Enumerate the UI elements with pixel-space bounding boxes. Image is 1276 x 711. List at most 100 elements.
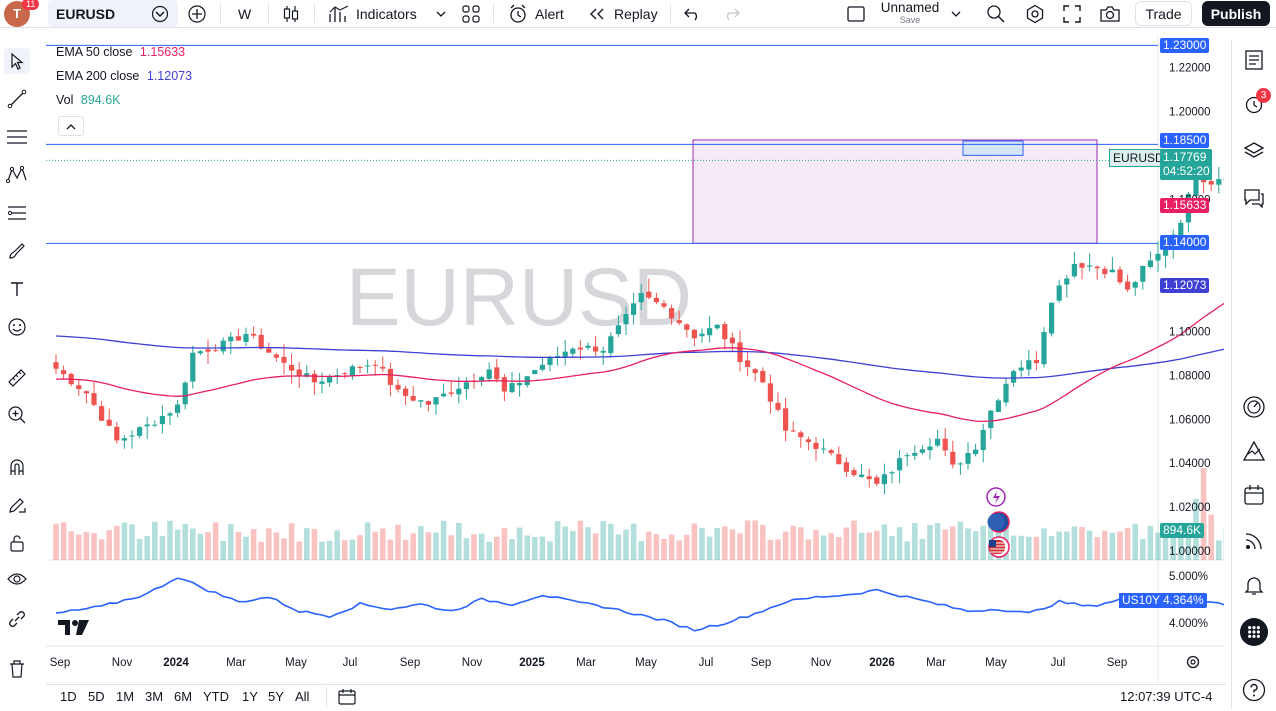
layout-save-label: Save xyxy=(872,15,948,25)
volume-bar xyxy=(1140,539,1146,560)
notifications-bell-icon[interactable] xyxy=(1240,571,1268,599)
redo-icon[interactable] xyxy=(722,0,740,27)
lock-drawings-pencil-icon[interactable] xyxy=(4,492,30,518)
collapse-legend-button[interactable] xyxy=(58,116,84,136)
compare-symbol-icon[interactable] xyxy=(150,0,170,27)
replay-label: Replay xyxy=(614,6,658,22)
magnet-icon[interactable] xyxy=(4,454,30,480)
volume-bar xyxy=(616,534,622,560)
range-button-all[interactable]: All xyxy=(295,689,309,704)
chat-icon[interactable] xyxy=(1240,184,1268,212)
watchlist-icon[interactable] xyxy=(1240,46,1268,74)
layout-toggle-icon[interactable] xyxy=(846,0,866,27)
fib-tool-icon[interactable] xyxy=(4,200,30,226)
publish-button[interactable]: Publish xyxy=(1202,1,1270,26)
replay-button[interactable]: Replay xyxy=(588,0,658,27)
camera-icon[interactable] xyxy=(1099,0,1121,27)
volume-bar xyxy=(122,522,128,560)
timezone-clock[interactable]: 12:07:39 UTC-4 xyxy=(1120,689,1213,704)
ema200-legend[interactable]: EMA 200 close 1.12073 xyxy=(56,69,192,83)
alert-button[interactable]: Alert xyxy=(507,0,564,27)
volume-bar xyxy=(84,532,90,560)
volume-bar xyxy=(1132,524,1138,560)
volume-bar xyxy=(1125,528,1131,560)
range-button-3m[interactable]: 3M xyxy=(145,689,163,704)
candles-icon[interactable] xyxy=(282,0,300,27)
gauge-icon[interactable] xyxy=(1240,393,1268,421)
range-button-1m[interactable]: 1M xyxy=(116,689,134,704)
price-chart[interactable]: EURUSD 1.220001.200001.160001.100001.080… xyxy=(46,37,1224,683)
trade-button[interactable]: Trade xyxy=(1135,1,1192,26)
volume-legend[interactable]: Vol 894.6K xyxy=(56,93,121,107)
layers-icon[interactable] xyxy=(1240,137,1268,165)
candle-body xyxy=(228,337,233,342)
trend-line-icon[interactable] xyxy=(4,86,30,112)
range-button-1d[interactable]: 1D xyxy=(60,689,77,704)
range-button-1y[interactable]: 1Y xyxy=(242,689,258,704)
range-button-5y[interactable]: 5Y xyxy=(268,689,284,704)
candle-body xyxy=(205,349,210,351)
chart-area[interactable]: EURUSD 1.220001.200001.160001.100001.080… xyxy=(46,37,1224,683)
candle-body xyxy=(1057,285,1062,300)
range-button-5d[interactable]: 5D xyxy=(88,689,105,704)
ruler-icon[interactable] xyxy=(4,365,30,391)
zoom-in-icon[interactable] xyxy=(4,402,30,428)
tradingview-logo-icon[interactable] xyxy=(58,620,89,635)
trash-icon[interactable] xyxy=(4,656,30,682)
candle-body xyxy=(1133,282,1138,288)
cursor-tool-icon[interactable] xyxy=(4,48,30,74)
small-rectangle[interactable] xyxy=(963,141,1023,155)
interval-button[interactable]: W xyxy=(238,0,251,27)
volume-bar xyxy=(836,537,842,560)
help-icon[interactable] xyxy=(1240,676,1268,704)
templates-icon[interactable] xyxy=(461,0,481,27)
indicators-button[interactable]: Indicators xyxy=(328,0,417,27)
range-button-ytd[interactable]: YTD xyxy=(203,689,229,704)
eye-icon[interactable] xyxy=(4,566,30,592)
apps-grid-icon[interactable] xyxy=(1240,618,1268,646)
ideas-icon[interactable] xyxy=(1240,437,1268,465)
pattern-tool-icon[interactable] xyxy=(4,162,30,188)
layout-name-button[interactable]: Unnamed Save xyxy=(872,1,948,25)
volume-bar xyxy=(851,521,857,560)
link-icon[interactable] xyxy=(4,606,30,632)
range-button-6m[interactable]: 6M xyxy=(174,689,192,704)
quick-search-icon[interactable] xyxy=(986,0,1006,27)
brush-tool-icon[interactable] xyxy=(4,238,30,264)
date-range-calendar-icon[interactable] xyxy=(337,688,357,711)
volume-bar xyxy=(198,534,204,560)
undo-icon[interactable] xyxy=(684,0,702,27)
drawing-toolbar xyxy=(0,40,34,710)
settings-icon[interactable] xyxy=(1025,0,1045,27)
event-markers[interactable] xyxy=(987,488,1009,557)
volume-bar xyxy=(699,528,705,560)
volume-bar xyxy=(426,532,432,560)
volume-bar xyxy=(205,532,211,560)
broadcast-icon[interactable] xyxy=(1240,527,1268,555)
range-rectangle[interactable] xyxy=(693,140,1097,243)
horizontal-lines-icon[interactable] xyxy=(4,124,30,150)
candle-body xyxy=(981,430,986,450)
add-symbol-icon[interactable] xyxy=(187,0,207,27)
calendar-icon[interactable] xyxy=(1240,481,1268,509)
layout-dropdown-icon[interactable] xyxy=(951,0,961,27)
ema50-legend[interactable]: EMA 50 close 1.15633 xyxy=(56,45,185,59)
text-tool-icon[interactable] xyxy=(4,276,30,302)
ema200-price-tag: 1.12073 xyxy=(1160,278,1209,293)
candle-body xyxy=(829,450,834,453)
volume-bar xyxy=(327,541,333,560)
lock-icon[interactable] xyxy=(4,530,30,556)
volume-bar xyxy=(304,528,310,560)
candle-body xyxy=(152,425,157,426)
time-tick-label: Sep xyxy=(50,657,70,669)
candle-body xyxy=(373,365,378,366)
indicators-dropdown-icon[interactable] xyxy=(436,0,446,27)
chart-settings-gear-icon[interactable] xyxy=(1188,657,1199,668)
volume-bar xyxy=(638,541,644,560)
fullscreen-icon[interactable] xyxy=(1063,0,1081,27)
price-tick-label: 1.22000 xyxy=(1169,62,1211,74)
volume-bar xyxy=(806,539,812,560)
candle-body xyxy=(836,454,841,464)
emoji-icon[interactable] xyxy=(4,314,30,340)
